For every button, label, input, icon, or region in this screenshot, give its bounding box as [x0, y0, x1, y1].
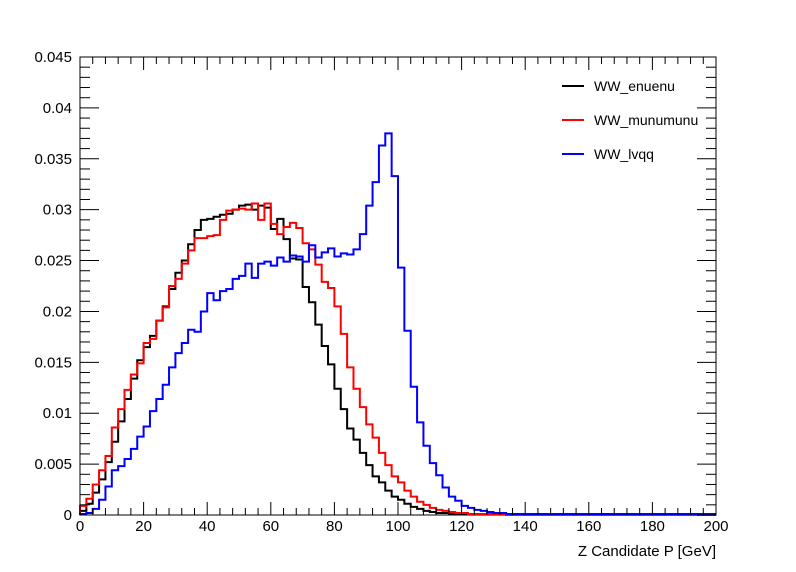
- y-tick-label: 0.035: [34, 151, 72, 168]
- x-tick-label: 100: [385, 518, 410, 535]
- y-axis-tick-labels: 0 0.005 0.01 0.015 0.02 0.025 0.03 0.035 0.04 0.0…: [34, 49, 72, 524]
- series-layer: [79, 132, 716, 516]
- x-axis-ticks: [79, 57, 717, 515]
- x-tick-label: 80: [326, 518, 343, 535]
- x-tick-label: 180: [640, 518, 665, 535]
- x-tick-label: 40: [199, 518, 216, 535]
- y-tick-label: 0.03: [43, 202, 72, 219]
- x-tick-label: 0: [76, 518, 84, 535]
- legend: WW_enuenu WW_munumunu WW_lvqq: [562, 78, 698, 162]
- y-tick-label: 0.01: [43, 405, 72, 422]
- y-tick-label: 0.025: [34, 253, 72, 270]
- y-axis-ticks: [80, 56, 716, 516]
- legend-label: WW_munumunu: [594, 112, 698, 128]
- y-tick-label: 0.04: [43, 100, 72, 117]
- x-tick-label: 20: [135, 518, 152, 535]
- x-tick-label: 140: [513, 518, 538, 535]
- y-tick-label: 0.015: [34, 354, 72, 371]
- y-tick-label: 0.02: [43, 303, 72, 320]
- y-tick-label: 0: [64, 507, 72, 524]
- x-tick-label: 60: [262, 518, 279, 535]
- legend-label: WW_enuenu: [594, 78, 675, 94]
- series-line-ww-lvqq: [79, 132, 716, 515]
- legend-label: WW_lvqq: [594, 146, 654, 162]
- x-tick-label: 200: [703, 518, 728, 535]
- x-axis-tick-labels: 0 20 40 60 80 100 120 140 160 180 200: [76, 518, 729, 535]
- y-tick-label: 0.005: [34, 456, 72, 473]
- series-line-ww-munumunu: [79, 202, 716, 516]
- x-tick-label: 160: [576, 518, 601, 535]
- x-axis-label: Z Candidate P [GeV]: [578, 543, 716, 560]
- x-tick-label: 120: [449, 518, 474, 535]
- y-tick-label: 0.045: [34, 49, 72, 66]
